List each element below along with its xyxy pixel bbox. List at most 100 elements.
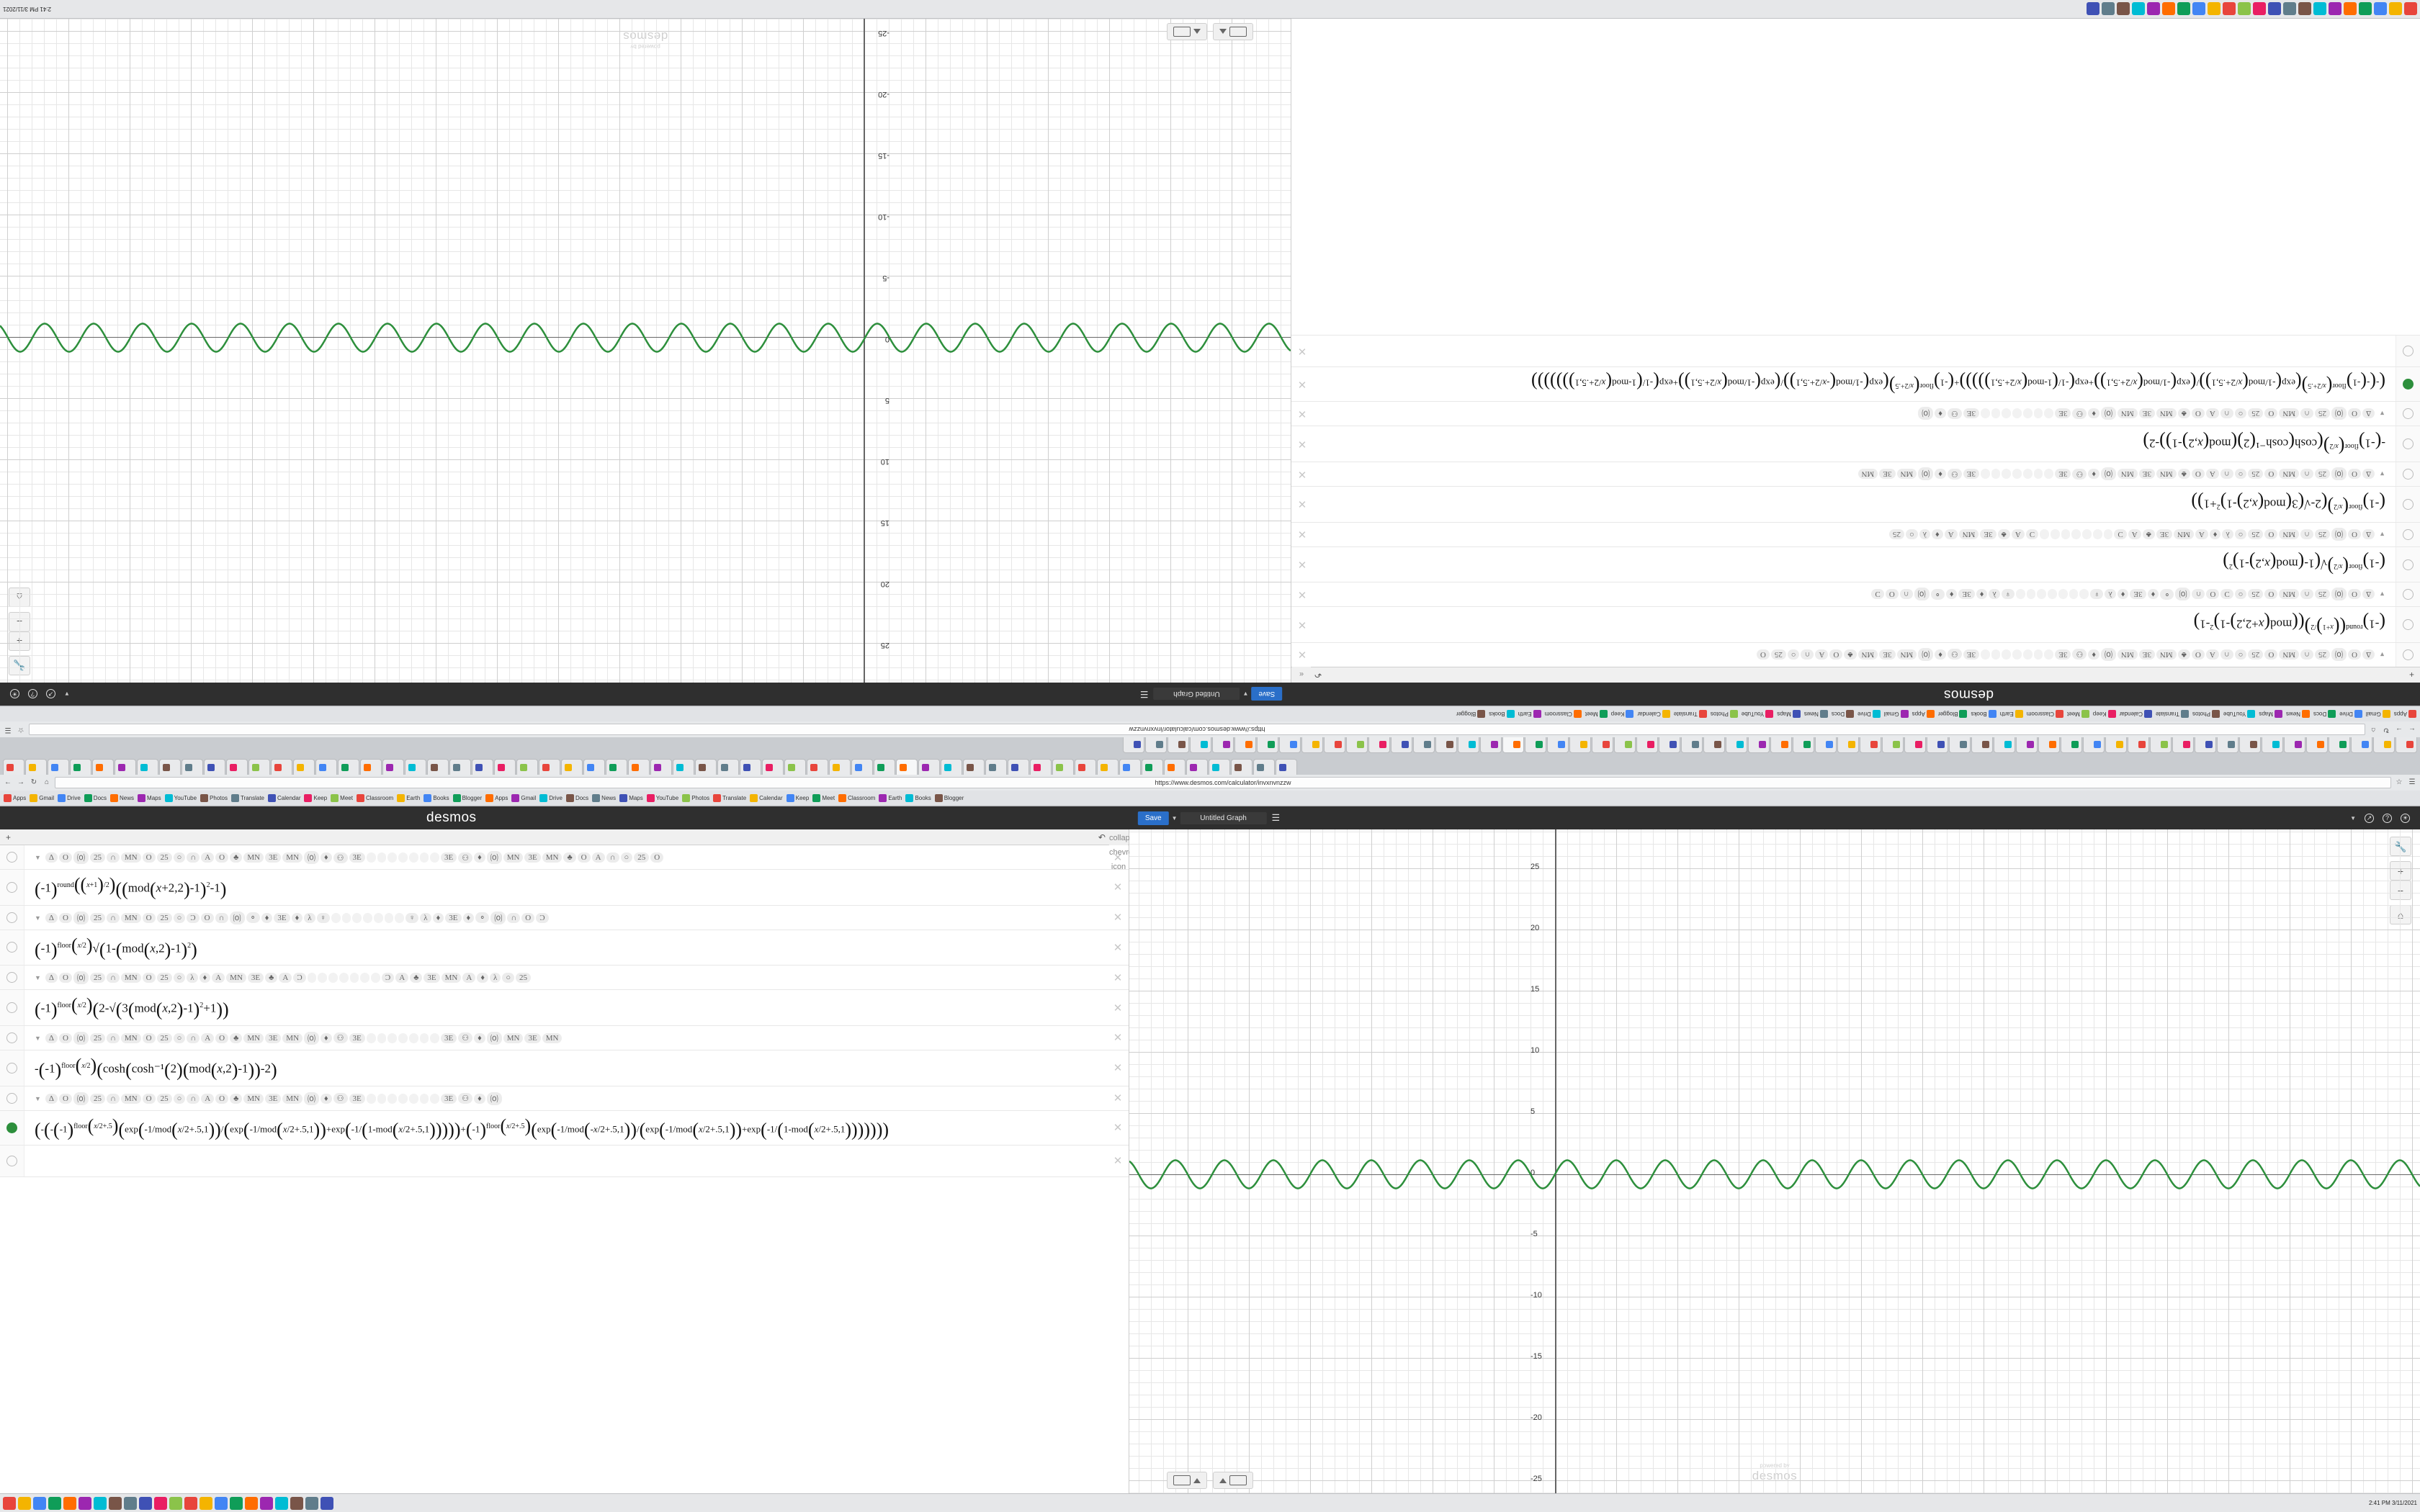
browser-tab[interactable] <box>2128 737 2149 753</box>
browser-tab[interactable] <box>561 759 583 775</box>
browser-tab[interactable] <box>494 759 516 775</box>
delete-expression-button[interactable]: ✕ <box>1297 377 1307 390</box>
delete-expression-button[interactable]: ✕ <box>1113 881 1123 894</box>
browser-tab[interactable] <box>1614 737 1636 753</box>
keyboard-toggle-button-b[interactable] <box>1213 1472 1253 1489</box>
bookmark-item[interactable]: Translate <box>712 793 747 802</box>
graph-title-input[interactable]: Untitled Graph <box>1180 811 1267 824</box>
graph-title-input[interactable]: Untitled Graph <box>1153 688 1240 701</box>
taskbar-icon[interactable] <box>184 1496 197 1510</box>
browser-tab[interactable] <box>1435 737 1457 753</box>
delete-expression-button[interactable]: ✕ <box>1113 941 1123 954</box>
browser-tab[interactable] <box>3 759 24 775</box>
browser-tab[interactable] <box>2262 737 2283 753</box>
browser-tab[interactable] <box>2329 737 2350 753</box>
expression-index-toggle[interactable] <box>0 1145 24 1176</box>
keyboard-toggle-button-a[interactable] <box>1213 23 1253 40</box>
account-globe-icon[interactable]: ☀ <box>10 689 19 699</box>
bookmark-item[interactable]: Blogger <box>452 793 483 802</box>
expression-index-toggle[interactable] <box>2396 607 2420 642</box>
chevron-down-icon[interactable]: ▼ <box>2379 590 2385 598</box>
bookmark-item[interactable]: Books <box>423 793 449 802</box>
expression-row[interactable]: (-1)round((x+1)/2)((mod(x+2,2)-1)2-1) ✕ <box>1291 606 2420 642</box>
bookmark-item[interactable]: Docs <box>84 793 107 802</box>
browser-tab[interactable] <box>1860 737 1881 753</box>
expression-body[interactable]: -(-1)floor(x/2)(cosh(cosh⁻¹(2)(mod(x,2)-… <box>24 1050 1107 1086</box>
math-expression[interactable]: -(-1)floor(x/2)(cosh(cosh⁻¹(2)(mod(x,2)-… <box>2143 431 2385 458</box>
delete-expression-button[interactable]: ✕ <box>1113 1155 1123 1168</box>
delete-expression-button[interactable]: ✕ <box>1113 912 1123 924</box>
browser-tab[interactable] <box>1748 737 1770 753</box>
expression-row[interactable]: (-(-(-1)floor(x/2+.5)(exp(-1/mod(x/2+.5,… <box>0 1110 1129 1146</box>
forward-arrow-icon[interactable]: → <box>2396 726 2403 734</box>
bookmark-item[interactable]: Apps <box>1912 710 1935 719</box>
back-arrow-icon[interactable]: ← <box>2408 726 2416 734</box>
expression-visibility-dot[interactable] <box>6 1032 17 1043</box>
zoom-in-button[interactable]: + <box>2390 861 2411 881</box>
expression-body[interactable]: ▼ΔO⒪25∩MNO25○∩AO♣MN3EMN⒪♦⚇3E.......3E⚇♦⒪… <box>1313 463 2396 485</box>
keyboard-toggle-button-a[interactable] <box>1167 1472 1207 1489</box>
delete-expression-button[interactable]: ✕ <box>1297 528 1307 541</box>
bookmark-item[interactable]: News <box>2285 710 2311 719</box>
zoom-out-button[interactable]: − <box>2390 881 2411 900</box>
bookmark-item[interactable]: News <box>1803 710 1829 719</box>
browser-tab[interactable] <box>115 759 136 775</box>
bookmark-item[interactable]: Earth <box>878 793 902 802</box>
expression-empty-row[interactable]: ✕ <box>0 1145 1129 1177</box>
browser-tab[interactable] <box>2195 737 2216 753</box>
expression-visibility-dot[interactable] <box>2403 469 2414 480</box>
browser-tab[interactable] <box>2284 737 2305 753</box>
reload-icon[interactable]: ↻ <box>30 778 37 786</box>
taskbar-icon[interactable] <box>2147 2 2160 16</box>
browser-tab[interactable] <box>1145 737 1167 753</box>
expression-index-toggle[interactable] <box>0 1025 24 1050</box>
expression-body[interactable]: (-(-(-1)floor(x/2+.5)(exp(-1/mod(x/2+.5,… <box>24 1111 1107 1145</box>
expression-visibility-dot[interactable] <box>2403 559 2414 570</box>
taskbar-icon[interactable] <box>2132 2 2145 16</box>
bookmark-item[interactable]: Drive <box>2339 710 2363 719</box>
expression-body[interactable]: (-1)floor(x/2)√(1-(mod(x,2)-1)2) <box>24 930 1107 966</box>
delete-expression-button[interactable]: ✕ <box>1113 1122 1123 1135</box>
bookmarks-bar[interactable]: Apps Gmail Drive Docs News Maps YouTube Photos T… <box>0 791 2420 805</box>
taskbar-icon[interactable] <box>139 1496 152 1510</box>
browser-tab[interactable] <box>427 759 449 775</box>
account-globe-icon[interactable]: ☀ <box>2401 813 2410 823</box>
taskbar-icon[interactable] <box>124 1496 137 1510</box>
browser-tab[interactable] <box>2373 737 2395 753</box>
bookmark-item[interactable]: Meet <box>330 793 354 802</box>
browser-tabstrip[interactable] <box>0 737 2420 756</box>
browser-tab[interactable] <box>1502 737 1524 753</box>
url-input[interactable]: https://www.desmos.com/calculator/invxnv… <box>29 724 2365 735</box>
expression-folder-row[interactable]: ▼ΔO⒪25∩MNO25○∩AO♣MN3EMN⒪♦⚇3E.......3E⚇♦⒪… <box>0 845 1129 870</box>
browser-tab[interactable] <box>1882 737 1904 753</box>
math-expression[interactable]: (-1)round((x+1)/2)((mod(x+2,2)-1)2-1) <box>35 874 227 900</box>
delete-expression-button[interactable]: ✕ <box>1297 588 1307 600</box>
taskbar-icon[interactable] <box>48 1496 61 1510</box>
bookmark-item[interactable]: Docs <box>1831 710 1855 719</box>
taskbar-icon[interactable] <box>260 1496 273 1510</box>
taskbar-icon[interactable] <box>200 1496 212 1510</box>
share-icon[interactable]: ↗ <box>46 689 55 699</box>
bookmark-item[interactable]: Docs <box>2313 710 2336 719</box>
bookmark-item[interactable]: Photos <box>2192 710 2220 719</box>
back-arrow-icon[interactable]: ← <box>4 778 12 786</box>
browser-tab[interactable] <box>1279 737 1301 753</box>
bookmark-item[interactable]: Meet <box>2066 710 2090 719</box>
browser-tab[interactable] <box>583 759 605 775</box>
bookmark-item[interactable]: Translate <box>230 793 265 802</box>
browser-tab[interactable] <box>851 759 873 775</box>
taskbar-icon[interactable] <box>2087 2 2099 16</box>
taskbar-icon[interactable] <box>290 1496 303 1510</box>
bookmark-item[interactable]: Calendar <box>1636 710 1670 719</box>
collapse-panel-button[interactable]: « <box>1292 667 1311 681</box>
expression-index-toggle[interactable] <box>2396 402 2420 426</box>
browser-tab[interactable] <box>2083 737 2105 753</box>
browser-tab[interactable] <box>360 759 382 775</box>
bookmark-item[interactable]: Calendar <box>267 793 301 802</box>
taskbar-icon[interactable] <box>154 1496 167 1510</box>
keyboard-toggle-button-b[interactable] <box>1167 23 1207 40</box>
expression-body[interactable]: (-1)floor(x/2)(2-√(3(mod(x,2)-1)2+1)) <box>1313 487 2396 522</box>
browser-tab[interactable] <box>1971 737 1993 753</box>
expression-row[interactable]: (-1)floor(x/2)√(1-(mod(x,2)-1)2) ✕ <box>1291 546 2420 582</box>
bookmark-item[interactable]: Keep <box>303 793 328 802</box>
